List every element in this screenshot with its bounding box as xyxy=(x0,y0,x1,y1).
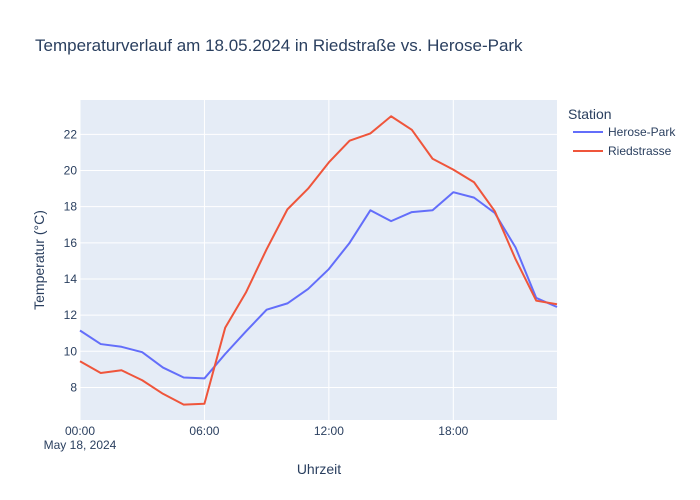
gridlines xyxy=(79,100,557,420)
legend-label: Herose-Park xyxy=(608,125,676,139)
series-line-0[interactable] xyxy=(79,191,558,380)
x-tick-label: 06:00 xyxy=(189,424,219,438)
plot-area xyxy=(80,100,557,420)
y-tick-label: 16 xyxy=(64,236,78,250)
y-axis-ticks: 8 10 12 14 16 18 20 22 xyxy=(64,127,78,394)
y-tick-label: 14 xyxy=(64,272,78,286)
legend-label: Riedstrasse xyxy=(608,144,672,158)
legend-title: Station xyxy=(568,106,612,122)
series-lines xyxy=(79,115,558,406)
y-axis-title: Temperatur (°C) xyxy=(31,210,47,310)
legend-item-1[interactable]: Riedstrasse xyxy=(573,144,672,158)
chart-title: Temperaturverlauf am 18.05.2024 in Rieds… xyxy=(35,36,523,55)
x-tick-label: 18:00 xyxy=(438,424,468,438)
series-line-1[interactable] xyxy=(79,115,558,406)
y-tick-label: 18 xyxy=(64,200,78,214)
x-axis-ticks: 00:00 06:00 12:00 18:00 xyxy=(65,424,469,438)
x-axis-title: Uhrzeit xyxy=(297,461,341,477)
y-tick-label: 8 xyxy=(70,380,77,394)
x-axis-date-label: May 18, 2024 xyxy=(44,438,117,452)
y-tick-label: 22 xyxy=(64,127,78,141)
y-tick-label: 20 xyxy=(64,164,78,178)
legend-item-0[interactable]: Herose-Park xyxy=(573,125,676,139)
x-tick-label: 12:00 xyxy=(314,424,344,438)
legend[interactable]: Station Herose-Park Riedstrasse xyxy=(568,106,676,158)
y-tick-label: 10 xyxy=(64,344,78,358)
y-tick-label: 12 xyxy=(64,308,78,322)
x-tick-label: 00:00 xyxy=(65,424,95,438)
